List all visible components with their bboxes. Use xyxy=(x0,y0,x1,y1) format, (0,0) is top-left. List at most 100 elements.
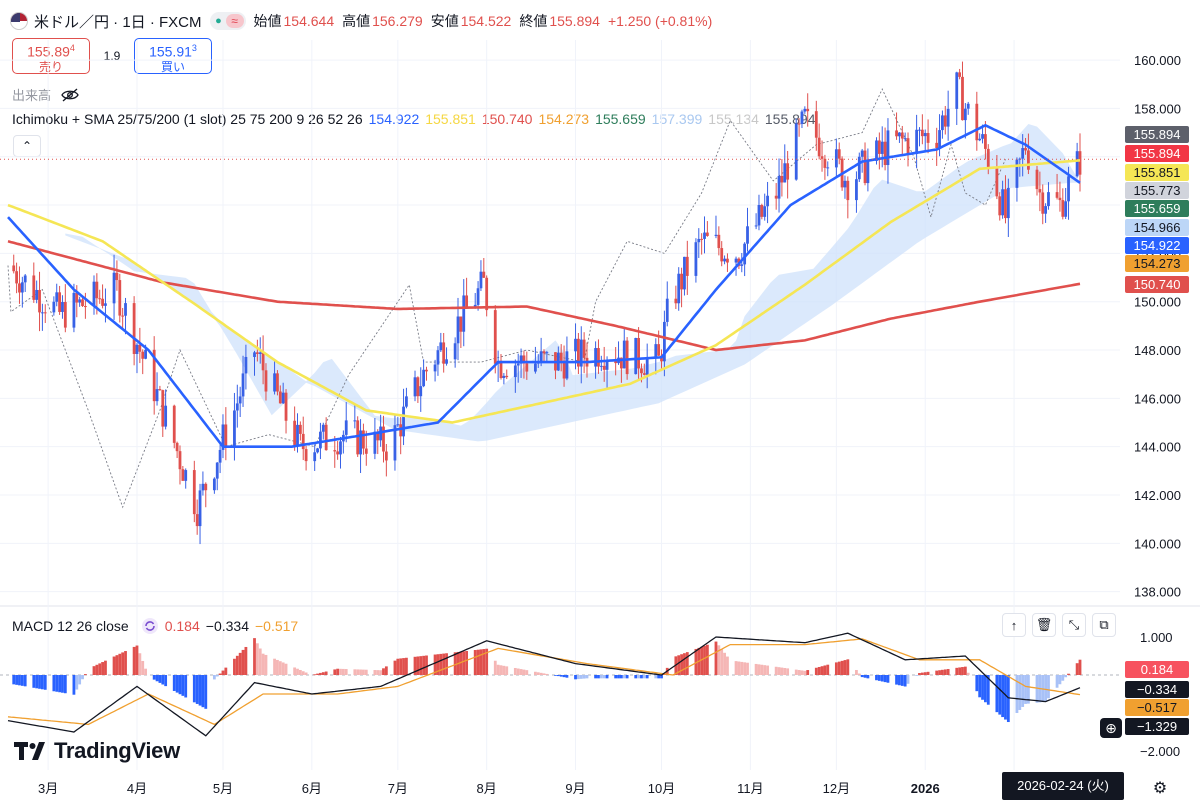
macd-histogram-bar xyxy=(321,672,325,675)
high-value: 156.279 xyxy=(372,13,423,29)
macd-histogram-bar xyxy=(238,652,242,675)
macd-histogram-bar xyxy=(1067,673,1070,675)
macd-histogram-bar xyxy=(1047,675,1050,699)
macd-histogram-bar xyxy=(920,672,924,675)
data-mode-icon[interactable] xyxy=(141,617,159,635)
candle-body xyxy=(963,108,967,121)
candle-body xyxy=(814,111,818,138)
macd-histogram-bar xyxy=(445,653,448,675)
macd-histogram-bar xyxy=(453,652,457,675)
settings-gear-icon[interactable]: ⚙ xyxy=(1152,780,1168,797)
macd-histogram-bar xyxy=(293,667,297,675)
lagging-span-line xyxy=(7,88,1006,509)
macd-histogram-bar xyxy=(158,675,162,683)
candle-body xyxy=(364,448,368,454)
macd-histogram-bar xyxy=(20,675,24,686)
candle-body xyxy=(943,115,947,127)
macd-histogram-bar xyxy=(284,663,288,675)
candle-body xyxy=(875,140,878,161)
macd-histogram-bar xyxy=(840,660,844,675)
macd-histogram-bar xyxy=(877,675,881,681)
macd-histogram-bar xyxy=(539,672,543,675)
candle-body xyxy=(353,420,357,422)
candle-body xyxy=(582,339,586,358)
macd-histogram-bar xyxy=(720,649,724,675)
candle-body xyxy=(298,424,302,434)
candle-body xyxy=(780,175,784,183)
macd-histogram-bar xyxy=(754,663,758,675)
macd-histogram-bar xyxy=(353,669,357,675)
maximize-icon[interactable]: ⧉ xyxy=(1092,613,1116,637)
candle-body xyxy=(101,298,104,306)
macd-legend[interactable]: MACD 12 26 close 0.184 −0.334 −0.517 xyxy=(12,617,304,635)
sell-button[interactable]: 155.894 売り xyxy=(12,38,90,74)
market-status[interactable]: ● ≈ xyxy=(209,12,246,30)
tradingview-logo[interactable]: TradingView xyxy=(14,738,180,764)
candle-body xyxy=(594,348,597,367)
macd-histogram-bar xyxy=(81,675,84,680)
macd-histogram-bar xyxy=(619,675,623,679)
macd-histogram-bar xyxy=(794,669,798,675)
macd-histogram-bar xyxy=(760,664,764,675)
spread-value: 1.9 xyxy=(103,49,121,63)
macd-histogram-bar xyxy=(966,672,970,675)
candle-body xyxy=(195,514,199,527)
candle-body xyxy=(115,272,119,281)
candle-body xyxy=(978,138,982,141)
move-up-icon[interactable]: ↑ xyxy=(1002,613,1026,637)
candle-body xyxy=(539,351,543,363)
buy-button[interactable]: 155.913 買い xyxy=(134,38,212,74)
price-axis-tick: 148.000 xyxy=(1134,343,1181,358)
macd-histogram-bar xyxy=(1024,675,1027,704)
indicator-legend[interactable]: Ichimoku + SMA 25/75/200 (1 slot) 25 75 … xyxy=(12,111,828,127)
macd-histogram-bar xyxy=(253,638,256,675)
candle-body xyxy=(413,377,417,397)
candle-body xyxy=(38,289,41,313)
candle-body xyxy=(519,355,523,364)
candle-body xyxy=(1035,169,1039,190)
hidden-eye-icon[interactable] xyxy=(61,88,79,102)
candle-body xyxy=(319,431,322,449)
macd-histogram-bar xyxy=(479,649,483,675)
macd-histogram-bar xyxy=(915,675,919,676)
macd-histogram-bar xyxy=(941,669,944,675)
candle-body xyxy=(866,160,870,184)
macd-histogram-bar xyxy=(694,648,698,675)
sma25-line xyxy=(7,123,1081,448)
macd-histogram-bar xyxy=(1061,675,1065,681)
candle-body xyxy=(576,338,580,367)
time-axis-tick: 8月 xyxy=(477,781,497,796)
delete-icon[interactable]: 🗑 xyxy=(1032,613,1056,637)
macd-histogram-bar xyxy=(192,675,196,703)
macd-histogram-bar xyxy=(476,649,480,675)
candle-body xyxy=(258,352,262,354)
macd-histogram-bar xyxy=(164,675,168,687)
macd-histogram-bar xyxy=(900,675,904,686)
macd-histogram-bar xyxy=(883,675,887,683)
candle-body xyxy=(786,163,790,180)
add-plus-icon[interactable]: ⊕ xyxy=(1100,718,1122,738)
macd-histogram-bar xyxy=(485,648,489,675)
candle-body xyxy=(316,448,319,453)
macd-histogram-bar xyxy=(640,675,643,679)
candle-body xyxy=(1041,192,1045,214)
collapse-pane-icon[interactable]: ⤡ xyxy=(1062,613,1086,637)
macd-histogram-bar xyxy=(918,673,921,675)
time-axis-tick: 9月 xyxy=(565,781,585,796)
macd-histogram-bar xyxy=(1004,675,1007,720)
delayed-data-icon: ≈ xyxy=(225,14,244,28)
symbol-title[interactable]: 米ドル／円 · 1日 · FXCM xyxy=(34,13,202,31)
candle-body xyxy=(244,356,248,374)
macd-histogram-bar xyxy=(224,667,228,675)
candle-body xyxy=(860,150,864,157)
candle-body xyxy=(224,424,228,448)
candle-body xyxy=(178,451,182,470)
macd-histogram-bar xyxy=(296,668,299,675)
macd-line-value: −0.334 xyxy=(205,618,249,634)
macd-histogram-bar xyxy=(963,666,967,675)
macd-histogram-bar xyxy=(519,669,523,675)
macd-histogram-bar xyxy=(740,661,744,675)
candle-body xyxy=(800,111,804,124)
candle-body xyxy=(61,302,64,312)
